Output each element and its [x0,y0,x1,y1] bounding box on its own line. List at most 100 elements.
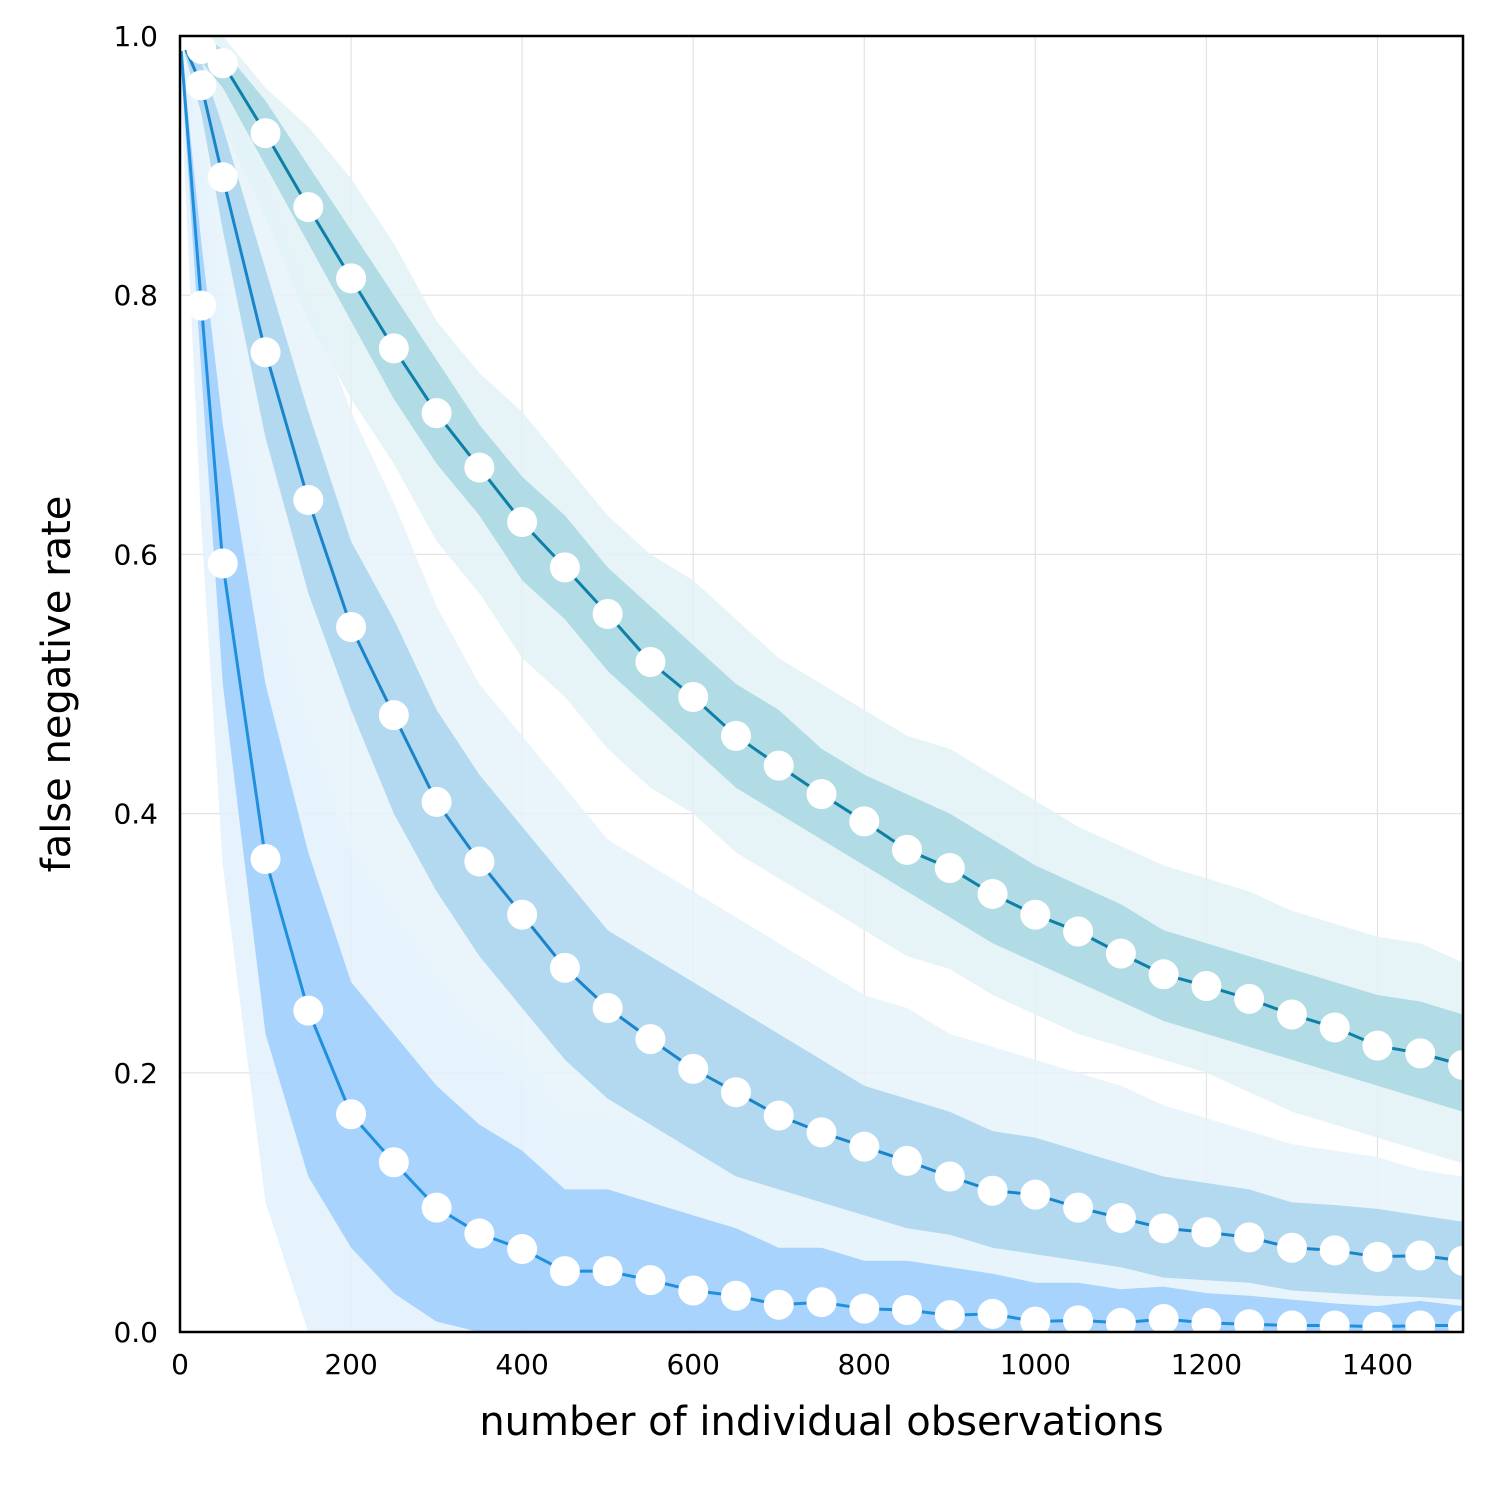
data-point-series-1 [806,1287,837,1318]
data-point-series-3 [1105,938,1136,969]
data-point-series-2 [293,484,324,515]
data-point-series-2 [635,1024,666,1055]
data-point-series-3 [977,878,1008,909]
data-point-series-1 [1362,1311,1393,1342]
data-point-series-3 [806,779,837,810]
data-point-series-2 [1405,1240,1436,1271]
data-point-series-2 [1063,1192,1094,1223]
data-point-series-2 [186,70,217,101]
data-point-series-3 [186,33,217,64]
data-point-series-1 [720,1280,751,1311]
data-point-series-3 [720,720,751,751]
data-point-series-3 [1063,916,1094,947]
data-point-series-1 [421,1192,452,1223]
data-point-series-3 [207,48,238,79]
data-point-series-1 [849,1293,880,1324]
data-point-series-2 [763,1100,794,1131]
x-tick-label: 600 [666,1348,719,1381]
data-point-series-1 [1234,1309,1265,1340]
data-point-series-2 [1020,1179,1051,1210]
data-point-series-3 [763,750,794,781]
data-point-series-3 [378,333,409,364]
plot-frame [178,34,1465,1334]
data-point-series-1 [1405,1310,1436,1341]
data-point-series-2 [934,1161,965,1192]
data-point-series-1 [1105,1307,1136,1338]
data-point-series-3 [1148,959,1179,990]
data-point-series-3 [336,263,367,294]
data-point-series-2 [378,700,409,731]
data-point-series-1 [1063,1305,1094,1336]
data-point-series-2 [421,786,452,817]
data-point-series-3 [464,452,495,483]
data-point-series-1 [1148,1304,1179,1335]
data-point-series-1 [336,1099,367,1130]
data-point-series-3 [293,192,324,223]
confidence-bands [180,36,1463,1332]
data-point-series-2 [977,1175,1008,1206]
y-tick-label: 0.8 [113,279,158,312]
data-point-series-3 [934,853,965,884]
data-point-series-3 [1191,970,1222,1001]
data-point-series-1 [592,1256,623,1287]
y-tick-label: 0.2 [113,1057,158,1090]
y-axis-label: false negative rate [34,496,80,873]
outer-band-series-3 [180,36,1463,1164]
data-point-series-2 [207,162,238,193]
data-point-series-1 [378,1147,409,1178]
x-tick-label: 0 [171,1348,189,1381]
data-point-series-1 [250,843,281,874]
data-point-series-3 [1405,1038,1436,1069]
data-point-series-1 [1020,1306,1051,1337]
data-point-series-2 [678,1053,709,1084]
outer-band-series-2 [180,36,1463,1326]
x-axis-label: number of individual observations [479,1399,1163,1445]
data-point-series-3 [849,806,880,837]
data-point-series-1 [549,1256,580,1287]
data-point-series-2 [1276,1232,1307,1263]
data-point-series-1 [186,290,217,321]
tick-labels: 0 200 400 600 800 1000 1200 1400 0.0 0.2 0.4 0.6 0.8… [113,20,1413,1381]
data-point-series-1 [1276,1310,1307,1341]
data-point-series-2 [1362,1241,1393,1272]
data-point-series-2 [507,899,538,930]
data-point-series-1 [977,1298,1008,1329]
data-point-series-2 [1105,1202,1136,1233]
data-point-series-1 [207,548,238,579]
data-point-series-2 [720,1077,751,1108]
data-point-series-1 [892,1294,923,1325]
data-point-series-1 [464,1218,495,1249]
outer-band-series-1 [180,36,1463,1332]
data-point-series-1 [934,1300,965,1331]
data-point-series-3 [1234,983,1265,1014]
data-point-series-3 [592,599,623,630]
data-point-series-3 [1362,1030,1393,1061]
data-point-series-3 [1276,999,1307,1030]
x-tick-label: 200 [324,1348,377,1381]
data-points [165,21,1478,1342]
data-point-series-1 [507,1234,538,1265]
data-point-series-2 [1319,1235,1350,1266]
y-tick-label: 0.6 [113,538,158,571]
data-point-series-3 [1319,1012,1350,1043]
data-point-series-3 [507,507,538,537]
data-point-series-3 [892,834,923,865]
data-point-series-2 [336,611,367,642]
data-point-series-1 [293,995,324,1026]
inner-band-series-3 [180,36,1463,1112]
data-point-series-2 [250,337,281,368]
x-tick-label: 800 [838,1348,891,1381]
data-point-series-3 [250,118,281,149]
x-tick-label: 400 [495,1348,548,1381]
data-point-series-2 [849,1131,880,1162]
x-tick-label: 1000 [1000,1348,1071,1381]
data-point-series-3 [421,398,452,429]
data-point-series-1 [1191,1307,1222,1338]
data-point-series-2 [549,952,580,983]
data-point-series-3 [635,646,666,677]
y-tick-label: 0.4 [113,798,158,831]
data-point-series-2 [1148,1213,1179,1244]
data-point-series-2 [1191,1217,1222,1248]
data-point-series-2 [806,1117,837,1148]
